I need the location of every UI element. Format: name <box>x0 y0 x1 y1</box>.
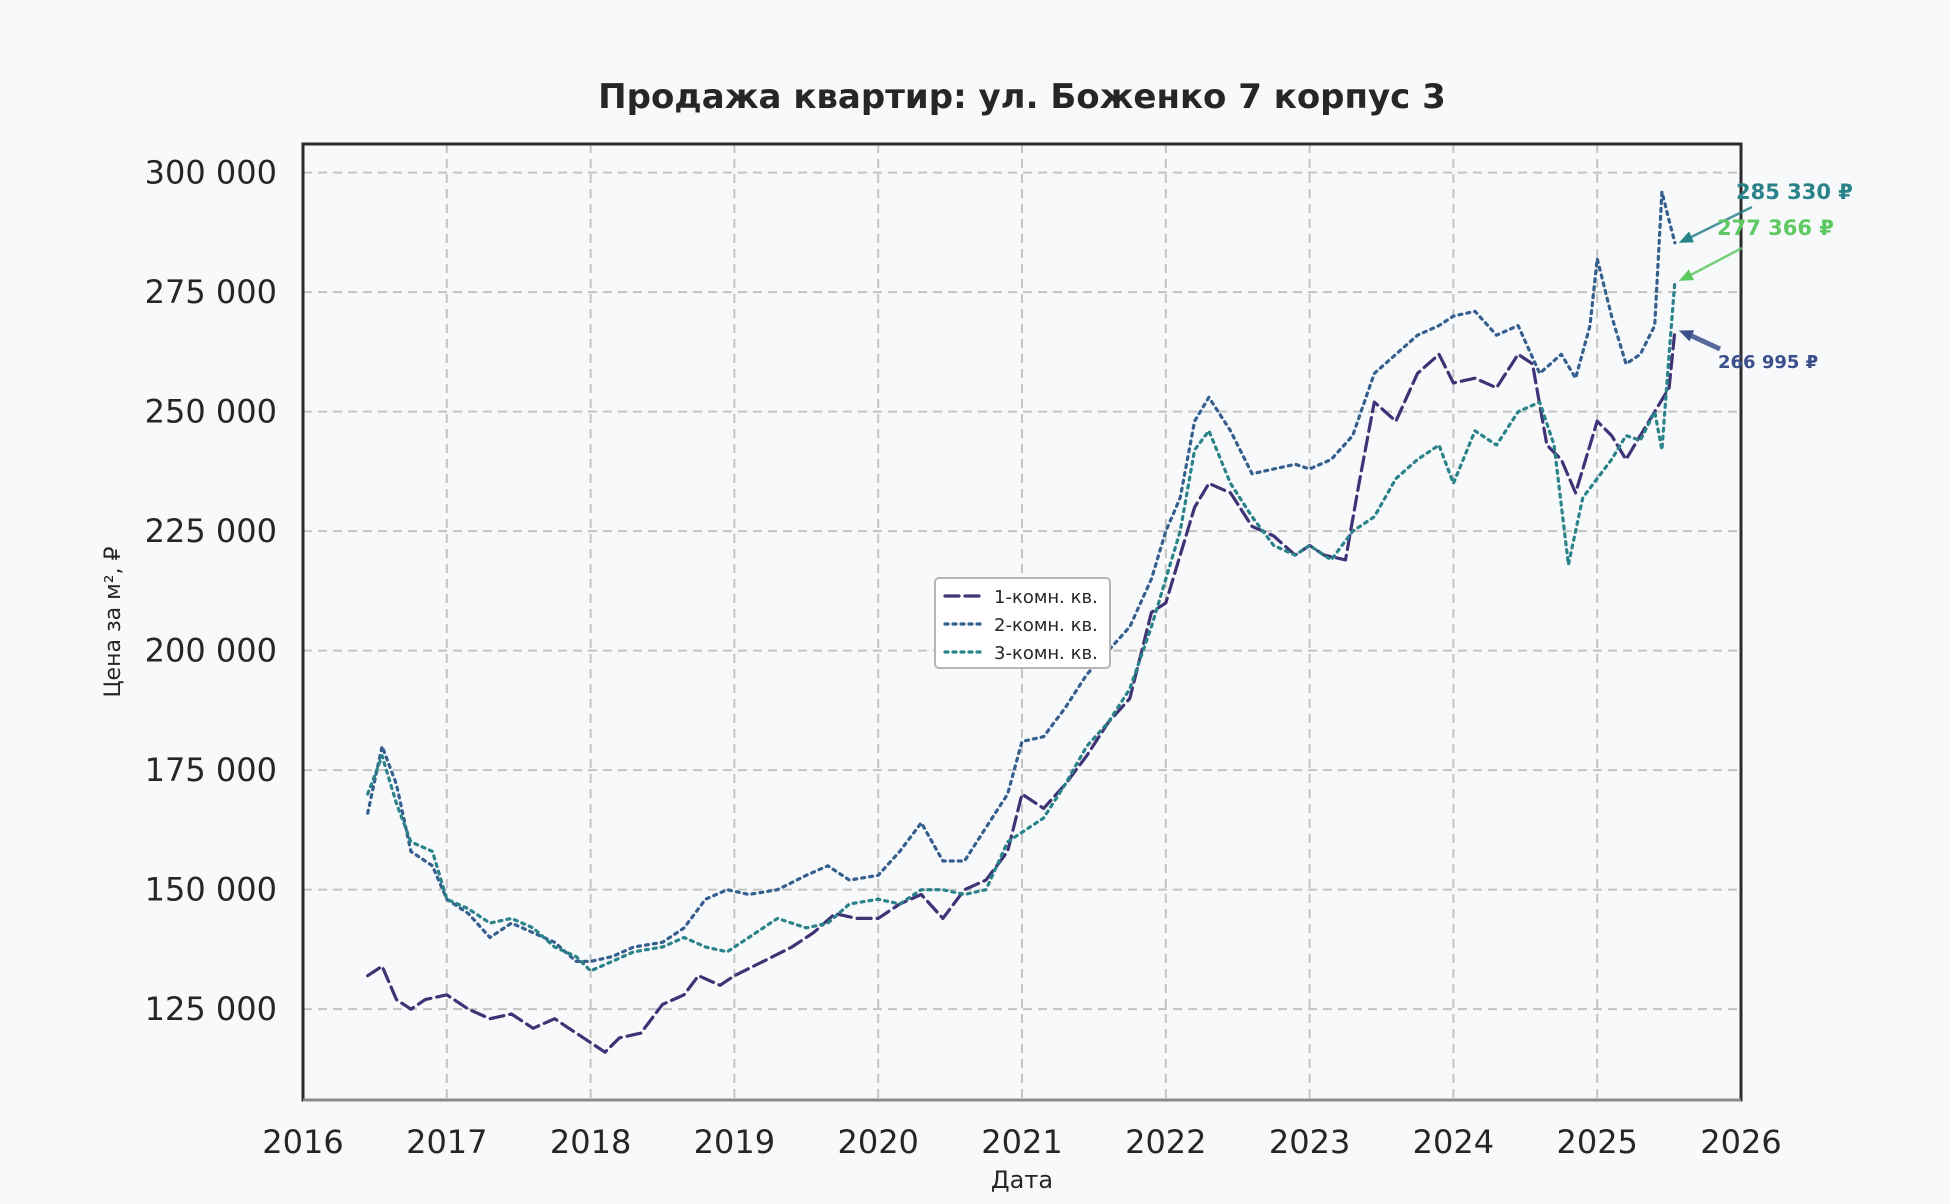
x-tick-label: 2018 <box>550 1123 631 1161</box>
legend-label-2: 2-комн. кв. <box>994 615 1098 636</box>
x-axis-label: Дата <box>991 1166 1053 1194</box>
annotation-arrow-3 <box>1687 331 1722 352</box>
annotation-arrowhead-2 <box>1678 269 1695 281</box>
series-group <box>366 190 1677 1054</box>
x-tick-label: 2021 <box>981 1123 1062 1161</box>
annotation-label-1: 285 330 ₽ <box>1736 180 1853 204</box>
axis-ticks: 2016 2017 2018 2019 2020 2021 2022 2023 2024 2025… <box>145 154 1782 1161</box>
y-tick-label: 200 000 <box>145 632 277 670</box>
y-axis-label: Цена за м², ₽ <box>101 546 126 697</box>
series-line-3 <box>366 279 1677 973</box>
x-tick-label: 2016 <box>262 1123 343 1161</box>
annotation-arrow-1 <box>1687 205 1753 240</box>
x-tick-label: 2022 <box>1125 1123 1206 1161</box>
grid <box>303 144 1741 1100</box>
x-tick-label: 2023 <box>1269 1123 1350 1161</box>
x-tick-label: 2024 <box>1413 1123 1494 1161</box>
annotation-arrowhead-3 <box>1678 330 1695 342</box>
annotation-label-2: 277 366 ₽ <box>1717 216 1834 240</box>
y-tick-label: 300 000 <box>145 154 277 192</box>
series-line-2 <box>366 190 1677 964</box>
legend-box <box>934 577 1111 669</box>
y-tick-label: 175 000 <box>145 751 277 789</box>
annotation-label-3: 266 995 ₽ <box>1718 352 1818 373</box>
x-tick-label: 2019 <box>694 1123 775 1161</box>
annotation-arrow-2 <box>1687 246 1743 278</box>
annotation-arrowhead-1 <box>1678 231 1695 243</box>
x-tick-label: 2020 <box>837 1123 918 1161</box>
legend: 1-комн. кв. 2-комн. кв. 3-комн. кв. <box>934 577 1111 669</box>
legend-label-1: 1-комн. кв. <box>994 587 1098 608</box>
chart-title: Продажа квартир: ул. Боженко 7 корпус 3 <box>598 77 1446 117</box>
y-tick-label: 250 000 <box>145 393 277 431</box>
x-tick-label: 2026 <box>1700 1123 1781 1161</box>
y-tick-label: 150 000 <box>145 871 277 909</box>
x-tick-label: 2025 <box>1556 1123 1637 1161</box>
x-tick-label: 2017 <box>406 1123 487 1161</box>
y-tick-label: 225 000 <box>145 512 277 550</box>
y-tick-label: 125 000 <box>145 990 277 1028</box>
y-tick-label: 275 000 <box>145 273 277 311</box>
annotations: 285 330 ₽ 277 366 ₽ 266 995 ₽ <box>1678 180 1853 373</box>
legend-label-3: 3-комн. кв. <box>994 643 1098 664</box>
